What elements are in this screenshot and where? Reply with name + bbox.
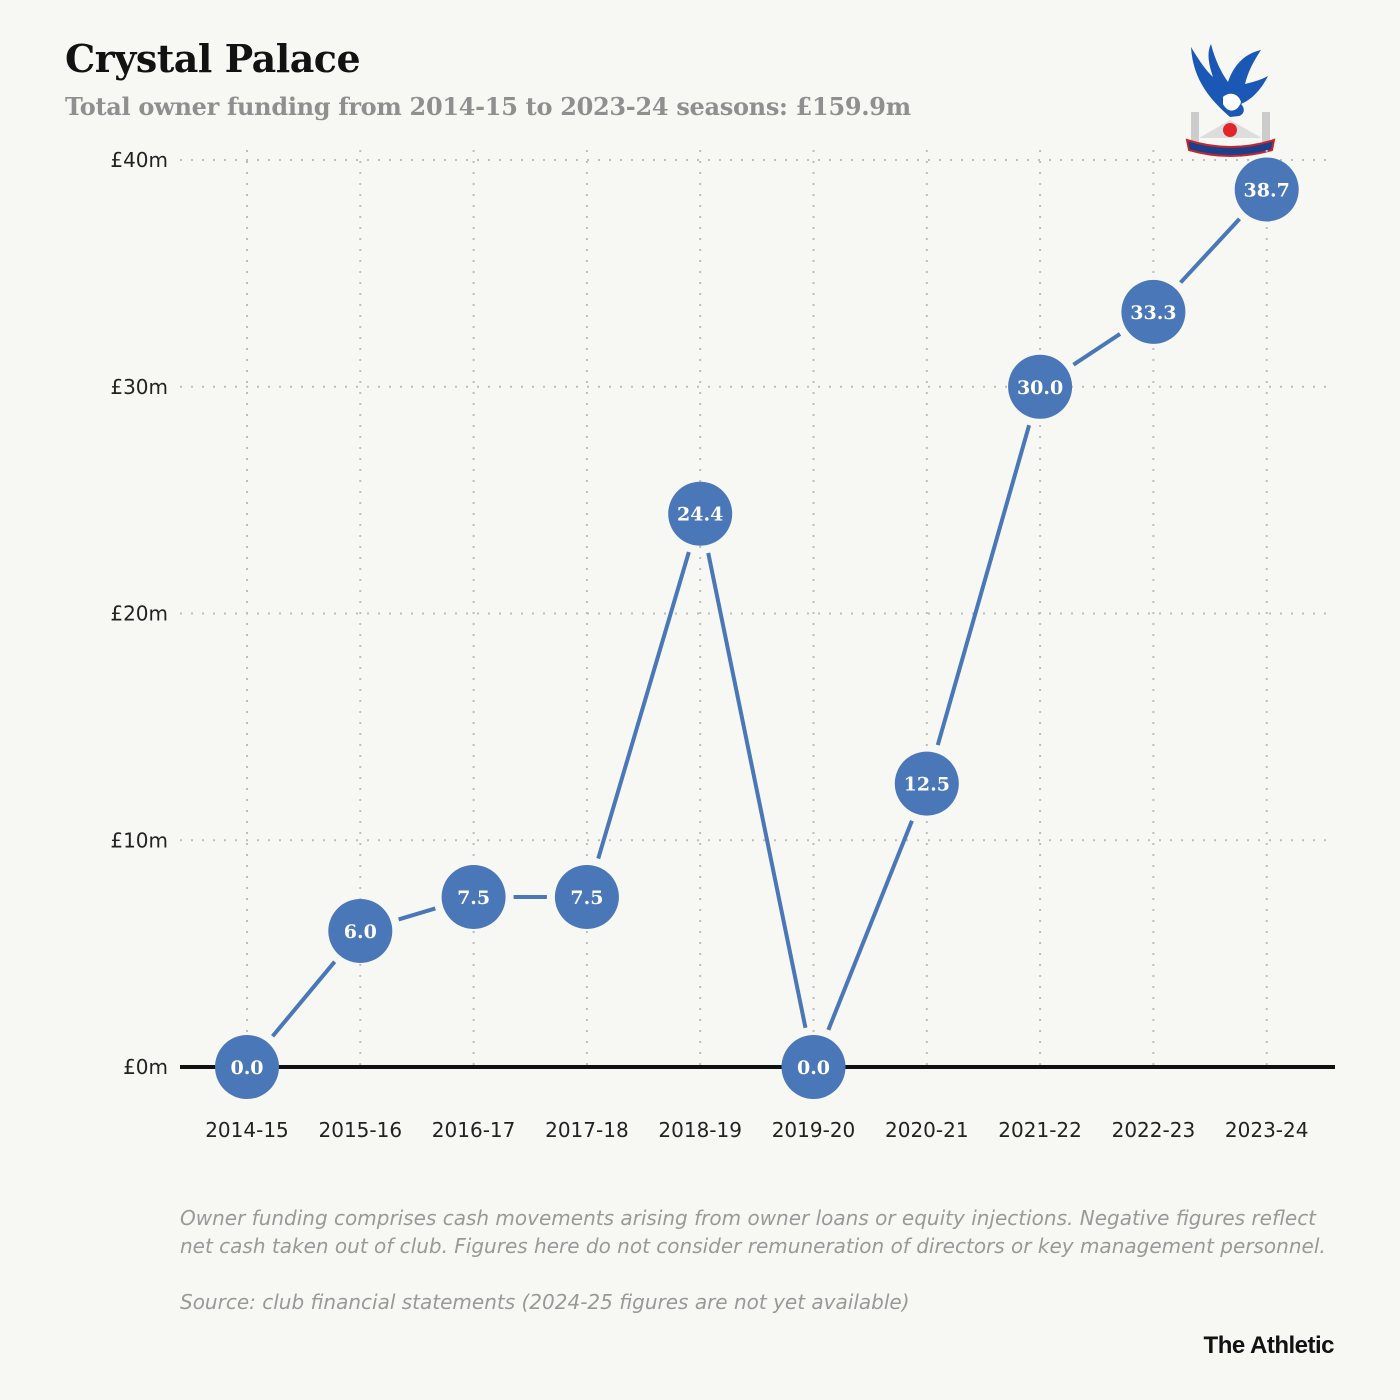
chart-title: Crystal Palace xyxy=(65,36,361,81)
data-point xyxy=(1121,279,1186,344)
x-tick-label: 2023-24 xyxy=(1225,1118,1309,1142)
data-point xyxy=(1008,354,1073,419)
x-tick-label: 2017-18 xyxy=(545,1118,629,1142)
data-label: 30.0 xyxy=(1017,377,1063,399)
x-tick-label: 2018-19 xyxy=(658,1118,742,1142)
data-label: 38.7 xyxy=(1244,179,1290,201)
data-point xyxy=(554,864,619,929)
x-tick-label: 2014-15 xyxy=(205,1118,289,1142)
footnote: Owner funding comprises cash movements a… xyxy=(180,1206,1326,1258)
data-label: 7.5 xyxy=(457,887,490,909)
y-tick-label: £0m xyxy=(123,1055,168,1079)
chart-subtitle: Total owner funding from 2014-15 to 2023… xyxy=(65,92,911,121)
series-line-segment xyxy=(1072,332,1122,367)
series-line-segment xyxy=(1179,217,1242,284)
series-line-segment xyxy=(706,552,808,1029)
data-label: 6.0 xyxy=(344,921,377,943)
y-tick-label: £10m xyxy=(110,828,168,852)
data-label: 24.4 xyxy=(677,504,723,526)
data-point xyxy=(894,751,959,816)
data-label: 12.5 xyxy=(904,774,950,796)
y-tick-label: £40m xyxy=(110,148,168,172)
x-tick-label: 2020-21 xyxy=(885,1118,969,1142)
data-point xyxy=(328,898,393,963)
x-tick-label: 2021-22 xyxy=(998,1118,1082,1142)
data-label: 33.3 xyxy=(1130,302,1176,324)
data-point xyxy=(781,1035,846,1099)
y-tick-label: £30m xyxy=(110,375,168,399)
series-line-segment xyxy=(271,960,337,1038)
x-tick-label: 2015-16 xyxy=(319,1118,403,1142)
data-label: 7.5 xyxy=(570,887,603,909)
crystal-palace-crest-logo xyxy=(1185,44,1276,157)
x-tick-label: 2019-20 xyxy=(772,1118,856,1142)
data-label: 0.0 xyxy=(797,1057,830,1079)
data-label: 0.0 xyxy=(230,1057,263,1079)
y-tick-label: £20m xyxy=(110,602,168,626)
data-point xyxy=(1234,157,1299,222)
x-tick-label: 2022-23 xyxy=(1112,1118,1196,1142)
data-point xyxy=(668,481,733,546)
x-tick-label: 2016-17 xyxy=(432,1118,516,1142)
data-point xyxy=(215,1035,279,1099)
series-line-segment xyxy=(935,424,1032,746)
data-point xyxy=(441,864,506,929)
source-note: Source: club financial statements (2024-… xyxy=(180,1290,910,1314)
series-line-segment xyxy=(826,819,914,1031)
series-line-segment xyxy=(398,906,436,922)
series-line-segment xyxy=(596,551,691,860)
the-athletic-brand: The Athletic xyxy=(1203,1332,1335,1359)
